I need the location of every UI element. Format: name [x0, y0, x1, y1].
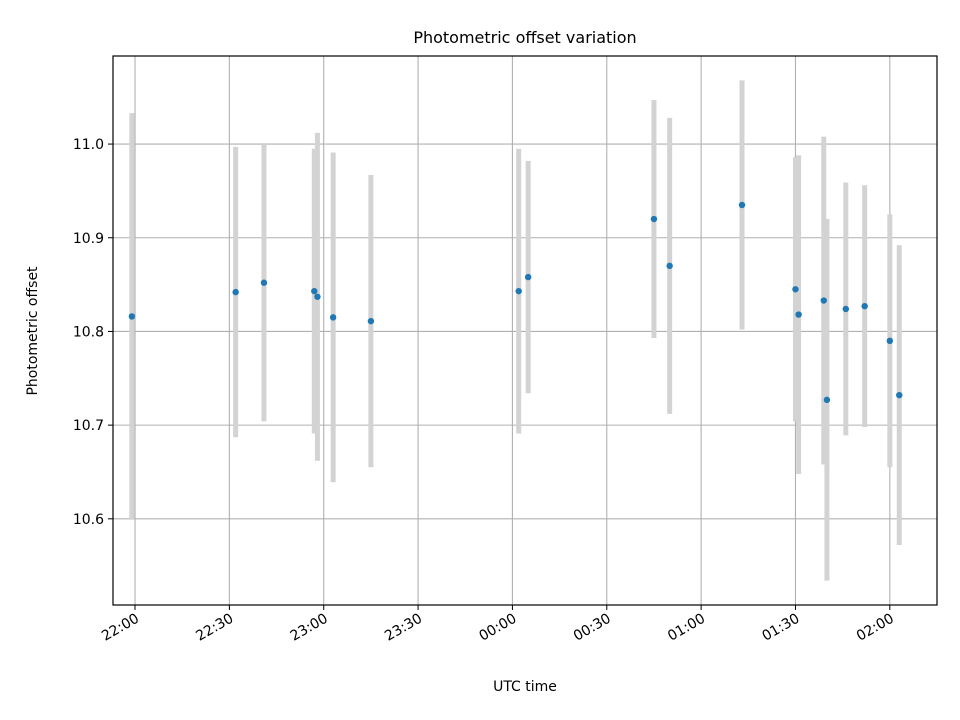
data-point: [795, 311, 802, 318]
data-point: [792, 286, 799, 293]
data-point: [861, 302, 868, 310]
data-point: [896, 391, 903, 399]
y-tick-label: 10.7: [73, 418, 104, 434]
data-point: [329, 314, 337, 321]
data-point: [842, 305, 849, 313]
data-point: [232, 288, 239, 296]
data-point: [515, 287, 522, 295]
data-point: [311, 287, 318, 295]
point-layer: [128, 201, 903, 404]
data-point: [886, 337, 894, 345]
data-point: [650, 215, 658, 223]
y-axis-label: Photometric offset: [25, 266, 41, 396]
data-point: [524, 273, 532, 281]
data-point: [666, 262, 673, 270]
y-axis: 10.6 10.7 10.8 10.9 11.0: [73, 137, 113, 528]
data-point: [820, 297, 827, 304]
data-point: [314, 293, 321, 300]
data-point: [260, 279, 268, 286]
y-tick-label: 10.8: [73, 324, 104, 340]
y-tick-label: 10.9: [73, 231, 104, 247]
chart-title: Photometric offset variation: [413, 28, 636, 47]
x-axis-label: UTC time: [493, 679, 557, 695]
plot-frame: [112, 55, 938, 606]
y-tick-label: 10.6: [73, 512, 104, 528]
y-tick-label: 11.0: [73, 137, 104, 153]
data-point: [738, 201, 746, 209]
data-point: [128, 313, 136, 320]
data-point: [367, 317, 375, 325]
data-point: [823, 396, 831, 404]
